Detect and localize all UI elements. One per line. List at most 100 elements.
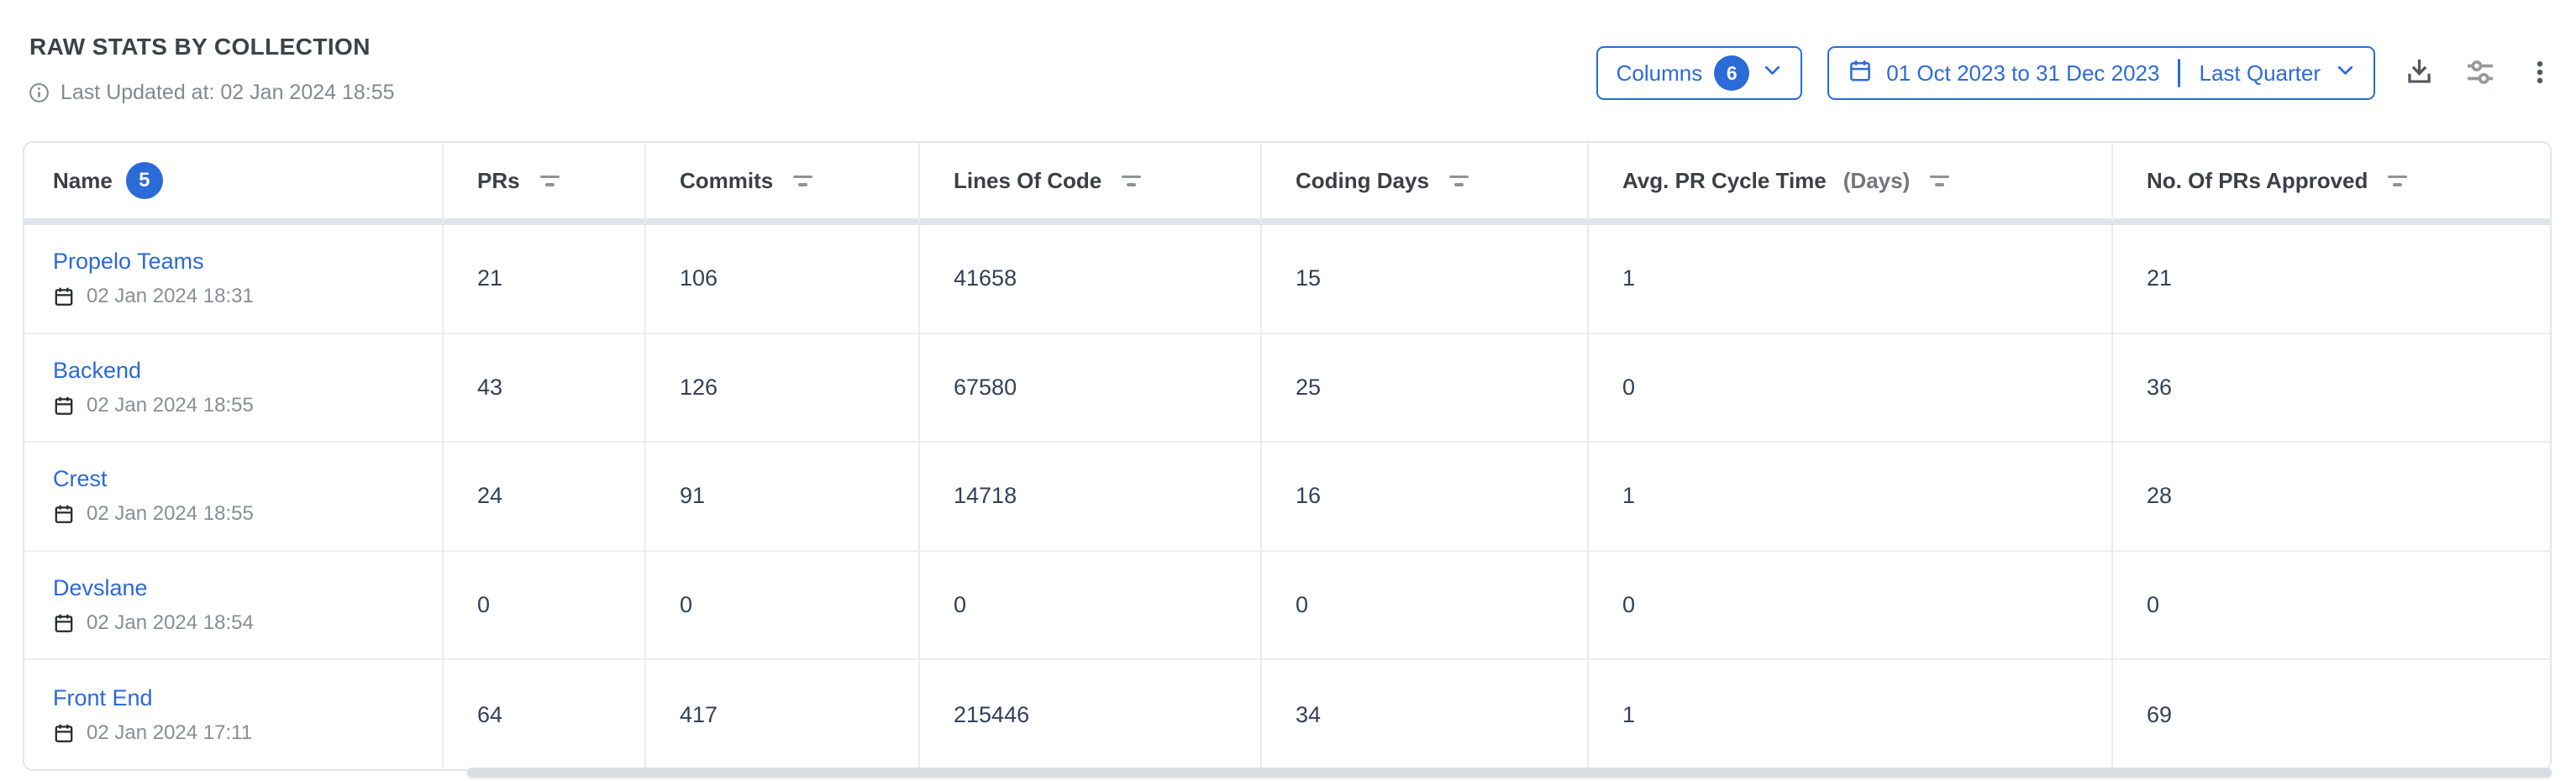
row-updated-text: 02 Jan 2024 18:31: [87, 285, 254, 308]
column-header-lines-of-code: Lines Of Code: [920, 143, 1262, 225]
cell-prs: 43: [444, 333, 646, 443]
column-header-coding-days: Coding Days: [1262, 143, 1589, 225]
cell-prs-approved: 21: [2113, 225, 2550, 334]
kebab-menu-button[interactable]: [2526, 58, 2554, 89]
cell-avg-pr-cycle-time: 0: [1589, 551, 2113, 661]
row-updated: 02 Jan 2024 18:55: [53, 502, 254, 526]
filter-icon[interactable]: [2384, 172, 2410, 190]
collection-link[interactable]: Devslane: [53, 575, 148, 601]
filter-icon[interactable]: [1927, 172, 1953, 190]
column-header-name: Name 5: [24, 143, 444, 225]
name-count-badge: 5: [125, 162, 163, 199]
cell-avg-pr-cycle-time: 1: [1589, 443, 2113, 552]
name-cell: Crest 02 Jan 2024 18:55: [24, 443, 444, 552]
columns-label: Columns: [1616, 60, 1703, 86]
last-updated-text: Last Updated at: 02 Jan 2024 18:55: [60, 81, 395, 104]
column-header-label: Commits: [680, 167, 774, 193]
chevron-down-icon: [1761, 59, 1784, 87]
toolbar: Columns 6 01 Oct 2023 to 31 Dec 2023 Las…: [1596, 46, 2554, 100]
cell-prs: 64: [444, 660, 646, 769]
row-updated: 02 Jan 2024 18:55: [53, 394, 254, 417]
filter-icon[interactable]: [790, 172, 816, 190]
name-cell: Propelo Teams 02 Jan 2024 18:31: [24, 225, 444, 334]
calendar-icon: [55, 396, 73, 415]
row-updated: 02 Jan 2024 17:11: [53, 721, 252, 745]
cell-prs: 0: [444, 551, 646, 661]
cell-commits: 91: [646, 443, 920, 552]
cell-prs-approved: 0: [2113, 551, 2550, 661]
cell-prs: 21: [444, 225, 646, 334]
column-header-commits: Commits: [646, 143, 920, 225]
raw-stats-table: Name 5 PRs Commits Lines Of Code Coding …: [23, 141, 2552, 771]
name-cell: Backend 02 Jan 2024 18:55: [24, 333, 444, 443]
cell-coding-days: 25: [1262, 333, 1589, 443]
cell-prs-approved: 69: [2113, 660, 2550, 769]
cell-avg-pr-cycle-time: 0: [1589, 333, 2113, 443]
cell-lines-of-code: 0: [920, 551, 1262, 661]
download-icon: [2404, 56, 2435, 90]
cell-commits: 417: [646, 660, 920, 769]
info-icon[interactable]: [28, 81, 50, 104]
toolbar-icon-group: [2404, 55, 2554, 92]
column-header-avg-pr-cycle-time: Avg. PR Cycle Time (Days): [1589, 143, 2113, 225]
filter-icon[interactable]: [537, 172, 563, 190]
column-header-label: No. Of PRs Approved: [2147, 167, 2368, 193]
filter-icon[interactable]: [1446, 172, 1472, 190]
cell-avg-pr-cycle-time: 1: [1589, 660, 2113, 769]
row-updated-text: 02 Jan 2024 17:11: [87, 721, 253, 744]
cell-coding-days: 16: [1262, 443, 1589, 552]
horizontal-scrollbar[interactable]: [467, 768, 2552, 777]
cell-prs-approved: 28: [2113, 443, 2550, 552]
cell-avg-pr-cycle-time: 1: [1589, 225, 2113, 334]
collection-link[interactable]: Backend: [53, 357, 142, 383]
chevron-down-icon: [2334, 59, 2357, 87]
cell-lines-of-code: 215446: [920, 660, 1262, 769]
calendar-icon: [55, 288, 73, 307]
cell-coding-days: 34: [1262, 660, 1589, 769]
name-cell: Front End 02 Jan 2024 17:11: [24, 660, 444, 769]
sliders-icon: [2463, 55, 2497, 92]
date-divider: [2178, 59, 2181, 87]
cell-coding-days: 15: [1262, 225, 1589, 334]
columns-count-badge: 6: [1714, 55, 1750, 91]
cell-commits: 0: [646, 551, 920, 661]
last-updated-status: Last Updated at: 02 Jan 2024 18:55: [28, 81, 395, 105]
column-header-suffix: (Days): [1843, 167, 1911, 193]
page-title: RAW STATS BY COLLECTION: [29, 34, 371, 60]
cell-lines-of-code: 67580: [920, 333, 1262, 443]
calendar-icon: [1848, 58, 1873, 89]
cell-lines-of-code: 14718: [920, 443, 1262, 552]
collection-link[interactable]: Front End: [53, 684, 153, 710]
filter-settings-button[interactable]: [2463, 55, 2497, 92]
cell-commits: 126: [646, 333, 920, 443]
column-header-label: Name: [53, 167, 113, 193]
download-button[interactable]: [2404, 56, 2435, 90]
date-range-text: 01 Oct 2023 to 31 Dec 2023: [1886, 60, 2160, 86]
kebab-dots-icon: [2526, 58, 2554, 89]
row-updated-text: 02 Jan 2024 18:54: [87, 611, 254, 635]
row-updated: 02 Jan 2024 18:54: [53, 611, 254, 635]
calendar-icon: [55, 614, 73, 632]
name-cell: Devslane 02 Jan 2024 18:54: [24, 551, 444, 661]
cell-prs: 24: [444, 443, 646, 552]
collection-link[interactable]: Crest: [53, 466, 108, 492]
column-header-label: Avg. PR Cycle Time: [1622, 167, 1827, 193]
column-header-label: Coding Days: [1296, 167, 1429, 193]
cell-commits: 106: [646, 225, 920, 334]
column-header-label: PRs: [477, 167, 520, 193]
row-updated: 02 Jan 2024 18:31: [53, 285, 254, 308]
filter-icon[interactable]: [1118, 172, 1144, 190]
cell-prs-approved: 36: [2113, 333, 2550, 443]
row-updated-text: 02 Jan 2024 18:55: [87, 502, 254, 526]
date-range-picker-button[interactable]: 01 Oct 2023 to 31 Dec 2023 Last Quarter: [1827, 46, 2375, 100]
collection-link[interactable]: Propelo Teams: [53, 249, 204, 275]
cell-coding-days: 0: [1262, 551, 1589, 661]
cell-lines-of-code: 41658: [920, 225, 1262, 334]
column-header-prs-approved: No. Of PRs Approved: [2113, 143, 2550, 225]
date-preset-text: Last Quarter: [2199, 60, 2321, 86]
columns-selector-button[interactable]: Columns 6: [1596, 46, 1803, 100]
calendar-icon: [55, 506, 73, 524]
row-updated-text: 02 Jan 2024 18:55: [87, 393, 254, 417]
calendar-icon: [55, 724, 73, 742]
column-header-label: Lines Of Code: [954, 167, 1102, 193]
